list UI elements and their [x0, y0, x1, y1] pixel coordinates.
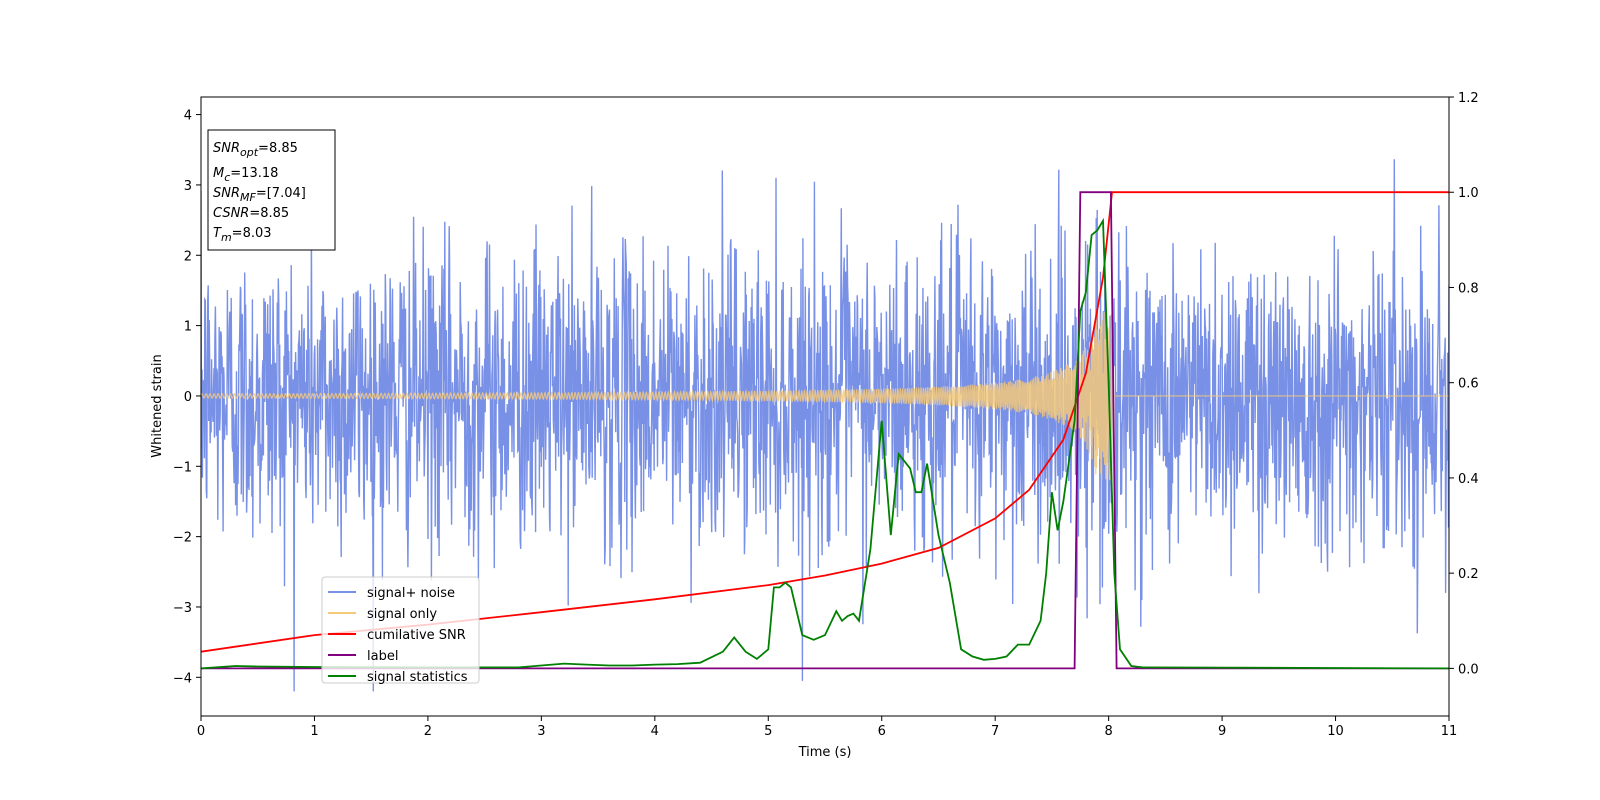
annotation-symbol: SNR — [213, 186, 240, 201]
label-line — [201, 191, 1449, 670]
y-right-tick-label: 0.2 — [1458, 567, 1479, 582]
x-tick-label: 4 — [651, 724, 659, 739]
x-axis-ticks: 0 1 2 3 4 5 6 7 8 9 10 11 — [197, 716, 1457, 739]
x-tick-label: 8 — [1104, 724, 1112, 739]
y-left-tick-label: 1 — [184, 320, 192, 335]
y-left-tick-label: −3 — [173, 601, 192, 616]
y-axis-right-ticks: 0.0 0.2 0.4 0.6 0.8 1.0 1.2 — [1449, 91, 1479, 677]
legend-label: signal only — [367, 607, 437, 622]
signal-only-line — [201, 312, 1449, 481]
annotation-symbol: M — [213, 166, 224, 181]
y-left-tick-label: 0 — [184, 390, 192, 405]
y-right-tick-label: 0.0 — [1458, 662, 1479, 677]
annotation-value: =[7.04] — [256, 186, 306, 201]
legend-label: label — [367, 649, 398, 664]
x-tick-label: 2 — [424, 724, 432, 739]
y-right-tick-label: 0.8 — [1458, 281, 1479, 296]
signal-noise-series — [201, 159, 1449, 692]
annotation-subscript: c — [224, 171, 230, 184]
x-tick-label: 6 — [878, 724, 886, 739]
annotation-subscript: opt — [240, 146, 259, 159]
x-tick-label: 5 — [764, 724, 772, 739]
plot-frame — [200, 96, 1450, 717]
y-left-tick-label: −2 — [173, 531, 192, 546]
signal-noise-line — [201, 159, 1449, 692]
y-right-tick-label: 1.0 — [1458, 186, 1479, 201]
x-tick-label: 0 — [197, 724, 205, 739]
plot-area — [201, 159, 1449, 692]
x-axis-label: Time (s) — [798, 745, 852, 760]
legend-label: signal+ noise — [367, 586, 455, 601]
signal-only-series — [201, 312, 1449, 481]
annotation-symbol: CSNR — [213, 206, 249, 221]
right-axis-series — [201, 191, 1449, 670]
legend: signal+ noise signal only cumilative SNR la… — [321, 576, 480, 685]
x-tick-label: 9 — [1218, 724, 1226, 739]
annotation-symbol: T — [213, 226, 222, 241]
y-left-tick-label: 4 — [184, 109, 192, 124]
annotation-box: SNRopt=8.85 Mc=13.18 SNRMF=[7.04] CSNR=8.85… — [207, 129, 336, 251]
cumilative-snr-line — [201, 191, 1449, 653]
y-right-tick-label: 0.6 — [1458, 377, 1479, 392]
legend-label: cumilative SNR — [367, 628, 466, 643]
x-tick-label: 1 — [310, 724, 318, 739]
annotation-symbol: SNR — [213, 141, 240, 156]
y-right-tick-label: 1.2 — [1458, 91, 1479, 106]
annotation-value: =8.85 — [258, 141, 298, 156]
annotation-subscript: m — [221, 231, 232, 244]
signal-statistics-line — [201, 217, 1449, 670]
y-axis-label: Whitened strain — [150, 354, 165, 457]
annotation-value: =8.85 — [249, 206, 289, 221]
annotation-value: =13.18 — [230, 166, 278, 181]
y-right-tick-label: 0.4 — [1458, 472, 1479, 487]
y-left-tick-label: 3 — [184, 179, 192, 194]
y-left-tick-label: −1 — [173, 460, 192, 475]
annotation-value: =8.03 — [232, 226, 272, 241]
y-axis-left-ticks: −4 −3 −2 −1 0 1 2 3 4 — [173, 109, 201, 686]
y-left-tick-label: −4 — [173, 671, 192, 686]
legend-label: signal statistics — [367, 670, 468, 685]
y-left-tick-label: 2 — [184, 249, 192, 264]
x-tick-label: 11 — [1441, 724, 1458, 739]
x-tick-label: 10 — [1327, 724, 1344, 739]
x-tick-label: 3 — [537, 724, 545, 739]
x-tick-label: 7 — [991, 724, 999, 739]
annotation-subscript: MF — [240, 191, 256, 204]
